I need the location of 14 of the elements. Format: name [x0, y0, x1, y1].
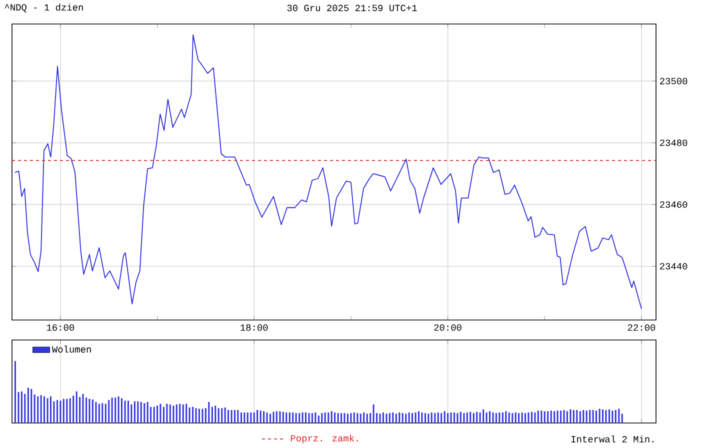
text: Interwal 2 Min. — [572, 436, 654, 442]
x-tick-label: 22:00 — [628, 324, 656, 331]
x-tick-label: 20:00 — [434, 324, 462, 331]
legend-label: Wolumen — [52, 346, 91, 353]
y-tick-label: 23440 — [660, 263, 688, 270]
legend-label: Poprz. zamk. — [290, 434, 358, 444]
line-series — [14, 34, 642, 310]
chart-subtitle: 30 Gru 2025 21:59 UTC+1 — [287, 4, 417, 12]
y-tick-label: 23460 — [660, 201, 688, 208]
y-tick-label: 23480 — [660, 140, 688, 146]
y-tick-label: 23500 — [660, 78, 688, 84]
chart-title: ^NDQ - 1 dzien — [4, 4, 83, 12]
x-tick-label: 16:00 — [46, 324, 74, 331]
x-tick-label: 18:00 — [240, 324, 268, 331]
